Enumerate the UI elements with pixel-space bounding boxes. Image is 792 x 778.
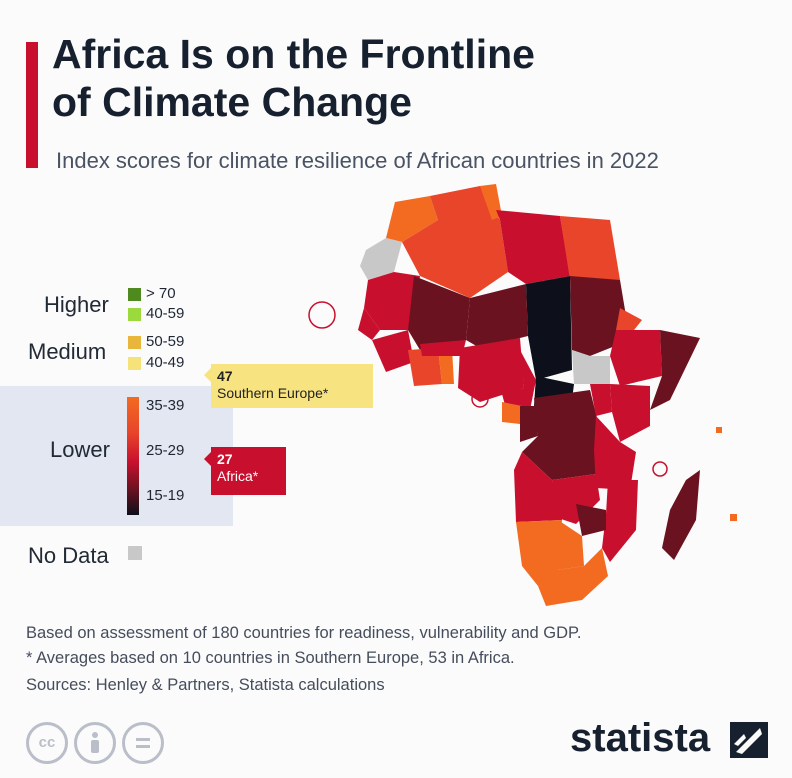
callout-europe-value: 47 [217, 368, 233, 384]
cc-icon[interactable]: cc [26, 722, 68, 764]
region-mauritania [364, 272, 420, 330]
cape-verde-marker [308, 301, 336, 329]
region-mali [408, 276, 470, 350]
statista-logo-mark [730, 722, 768, 758]
legend-swatch-higher-low [128, 308, 141, 321]
region-zimbabwe [576, 504, 606, 536]
region-ethiopia [610, 330, 662, 386]
region-gabon [502, 402, 522, 424]
callout-africa-value: 27 [217, 451, 233, 467]
region-eritrea [616, 308, 642, 330]
legend-range-50-59: 50-59 [146, 333, 185, 350]
by-icon[interactable] [74, 722, 116, 764]
footnote-sources: Sources: Henley & Partners, Statista cal… [26, 676, 385, 694]
statista-logo-text[interactable]: statista [570, 716, 711, 760]
region-south-africa [538, 548, 608, 606]
callout-africa-pointer [204, 452, 211, 466]
region-namibia [516, 520, 562, 586]
region-madagascar [662, 470, 700, 560]
region-mauritius [730, 514, 737, 521]
legend-lower-label: Lower [50, 437, 110, 462]
callout-africa: 27 Africa* [211, 447, 286, 495]
legend-no-data-swatch [128, 546, 142, 560]
region-nigeria [458, 338, 524, 402]
region-guinea [372, 330, 414, 372]
region-libya [496, 210, 570, 284]
region-drc [522, 390, 600, 480]
region-morocco [386, 196, 438, 242]
callout-africa-label: Africa* [217, 468, 259, 484]
callout-europe-label: Southern Europe* [217, 385, 329, 401]
region-south-sudan [572, 350, 610, 384]
legend-range-15-19: 15-19 [146, 487, 185, 504]
legend-range-higher-low: 40-59 [146, 305, 185, 322]
region-angola [514, 452, 562, 522]
callout-europe-pointer [204, 368, 211, 382]
legend-medium-label: Medium [28, 339, 107, 364]
sao-tome-marker [471, 390, 489, 408]
nd-icon[interactable] [122, 722, 164, 764]
legend-range-70plus: > 70 [146, 285, 176, 302]
region-niger [466, 284, 528, 348]
africa-map [308, 184, 737, 606]
title-line-2: of Climate Change [52, 79, 412, 125]
region-cameroon [502, 350, 536, 416]
legend-no-data-label: No Data [28, 543, 109, 568]
subtitle: Index scores for climate resilience of A… [56, 148, 659, 173]
legend-gradient-bar [127, 397, 139, 515]
accent-bar [26, 42, 38, 168]
title-line-1: Africa Is on the Frontline [52, 31, 535, 77]
region-botswana [558, 520, 584, 570]
region-burkina-faso [420, 340, 466, 356]
region-uganda [590, 384, 612, 416]
region-congo [520, 406, 538, 442]
footnote-averages: * Averages based on 10 countries in Sout… [26, 649, 515, 667]
region-chad [526, 276, 572, 380]
legend-higher-label: Higher [44, 292, 109, 317]
legend-swatch-70plus [128, 288, 141, 301]
region-senegal [358, 308, 380, 340]
comoros-marker [652, 461, 668, 477]
legend-range-25-29: 25-29 [146, 442, 185, 459]
region-tanzania [594, 416, 636, 490]
region-algeria [402, 186, 508, 298]
page-title: Africa Is on the Frontline of Climate Ch… [52, 30, 752, 126]
callout-southern-europe: 47 Southern Europe* [211, 364, 373, 408]
legend-swatch-50-59 [128, 336, 141, 349]
legend-range-40-49: 40-49 [146, 354, 185, 371]
region-western-sahara [360, 238, 402, 280]
region-kenya [610, 384, 650, 442]
region-mozambique [602, 480, 638, 562]
region-egypt [560, 216, 620, 280]
region-somalia [650, 330, 700, 410]
footnote-assessment: Based on assessment of 180 countries for… [26, 624, 582, 642]
legend-range-35-39: 35-39 [146, 397, 185, 414]
legend-swatch-40-49 [128, 357, 141, 370]
legend-lower-background [0, 386, 233, 526]
region-cote-divoire [408, 348, 442, 386]
region-ghana [438, 348, 454, 384]
region-seychelles [716, 427, 722, 433]
